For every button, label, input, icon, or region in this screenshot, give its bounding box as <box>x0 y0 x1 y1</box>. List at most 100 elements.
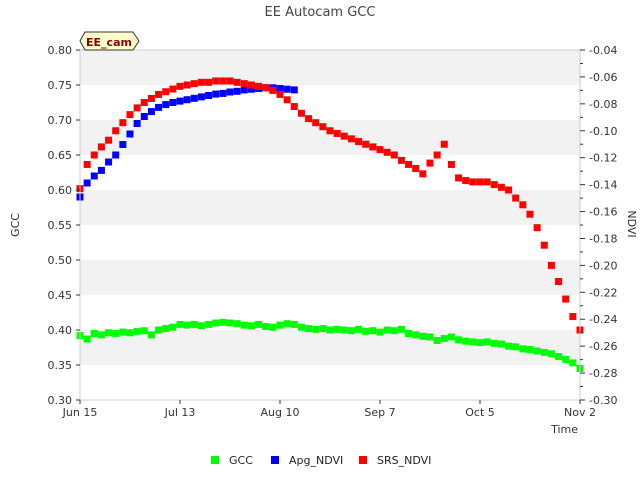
gcc-point <box>326 326 334 334</box>
srs-ndvi-point <box>176 82 184 90</box>
y-left-tick-label: 0.50 <box>48 254 73 267</box>
srs-ndvi-point <box>455 174 463 182</box>
x-axis-title: Time <box>550 423 578 436</box>
y-left-tick-label: 0.35 <box>48 359 73 372</box>
gcc-point <box>112 330 120 337</box>
y-right-tick-label: -0.16 <box>589 206 617 219</box>
srs-ndvi-point <box>505 186 513 194</box>
srs-ndvi-point <box>540 241 548 249</box>
y-right-tick-label: -0.24 <box>589 313 617 326</box>
gcc-point <box>526 346 534 354</box>
srs-ndvi-point <box>290 103 298 111</box>
srs-ndvi-point <box>397 156 405 164</box>
srs-ndvi-point <box>305 115 313 123</box>
apg-ndvi-point <box>276 85 284 92</box>
grid-band <box>80 190 580 225</box>
srs-ndvi-point <box>512 194 520 202</box>
srs-ndvi-point <box>197 78 205 86</box>
y-left-tick-label: 0.60 <box>48 184 73 197</box>
gcc-point <box>297 323 305 331</box>
apg-ndvi-point <box>212 90 220 98</box>
srs-ndvi-point <box>569 313 577 321</box>
gcc-point <box>240 321 248 329</box>
gcc-point <box>97 331 105 339</box>
srs-ndvi-point <box>547 261 555 269</box>
gcc-point <box>276 321 284 329</box>
apg-ndvi-point <box>105 158 113 166</box>
srs-ndvi-point <box>119 119 127 127</box>
data-points <box>76 77 584 372</box>
gcc-point <box>505 342 513 350</box>
gcc-point <box>255 320 263 328</box>
gcc-point <box>355 325 363 333</box>
apg-ndvi-point <box>133 120 141 127</box>
srs-ndvi-point <box>433 151 441 159</box>
srs-ndvi-point <box>362 140 370 148</box>
apg-ndvi-point <box>126 130 134 138</box>
gcc-point <box>176 320 184 328</box>
apg-ndvi-point <box>219 89 227 97</box>
srs-ndvi-point <box>333 129 341 137</box>
srs-ndvi-point <box>212 77 220 85</box>
srs-ndvi-point <box>319 123 327 131</box>
apg-ndvi-point <box>283 85 291 93</box>
srs-ndvi-point <box>162 88 170 96</box>
gcc-point <box>440 334 448 342</box>
gcc-point <box>369 327 377 335</box>
gcc-point <box>205 320 213 328</box>
apg-ndvi-point <box>240 86 248 94</box>
grid-band <box>80 330 580 365</box>
srs-ndvi-point <box>97 143 105 151</box>
y-left-tick-label: 0.40 <box>48 324 73 337</box>
srs-ndvi-point <box>283 96 291 104</box>
gcc-point <box>562 355 570 363</box>
y-right-tick-label: -0.22 <box>589 286 617 299</box>
gcc-point <box>569 359 577 367</box>
srs-ndvi-point <box>205 78 213 86</box>
srs-ndvi-point <box>126 111 134 119</box>
gcc-point <box>147 331 155 339</box>
gcc-point <box>290 320 298 328</box>
y-left-tick-label: 0.70 <box>48 114 73 127</box>
y-right-tick-label: -0.12 <box>589 152 617 165</box>
srs-ndvi-point <box>219 77 227 85</box>
gcc-point <box>190 320 198 328</box>
srs-ndvi-point <box>440 140 448 148</box>
gcc-point <box>397 325 405 333</box>
apg-ndvi-point <box>169 99 177 106</box>
gcc-point <box>340 326 348 334</box>
srs-ndvi-point <box>426 159 434 167</box>
gcc-point <box>333 325 341 333</box>
site-tag-box <box>79 31 140 51</box>
srs-ndvi-point <box>462 177 470 185</box>
gcc-point <box>197 322 205 330</box>
apg-ndvi-point <box>205 92 213 99</box>
gcc-point <box>233 320 241 328</box>
apg-ndvi-point <box>197 93 205 101</box>
grid-band <box>80 120 580 155</box>
legend-label-apg-ndvi: Apg_NDVI <box>289 454 343 467</box>
gcc-point <box>519 345 527 353</box>
srs-ndvi-point <box>147 94 155 102</box>
legend-swatch-srs-ndvi <box>359 456 367 464</box>
gcc-point <box>226 319 234 327</box>
srs-ndvi-point <box>555 278 563 286</box>
gcc-point <box>433 337 441 344</box>
site-tag-label: EE_cam <box>86 36 132 49</box>
y-right-tick-label: -0.10 <box>589 125 617 138</box>
srs-ndvi-point <box>355 138 363 146</box>
y-left-tick-label: 0.75 <box>48 79 73 92</box>
srs-ndvi-point <box>562 295 570 303</box>
srs-ndvi-point <box>269 86 277 94</box>
gcc-point <box>419 332 427 340</box>
y-left-tick-label: 0.55 <box>48 219 73 232</box>
apg-ndvi-point <box>119 141 127 148</box>
srs-ndvi-point <box>112 127 120 135</box>
y-left-tick-label: 0.30 <box>48 394 73 407</box>
srs-ndvi-point <box>262 84 270 92</box>
gcc-point <box>469 338 477 346</box>
srs-ndvi-point <box>419 170 427 178</box>
srs-ndvi-point <box>326 127 334 135</box>
x-tick-label: Jun 15 <box>62 406 98 419</box>
